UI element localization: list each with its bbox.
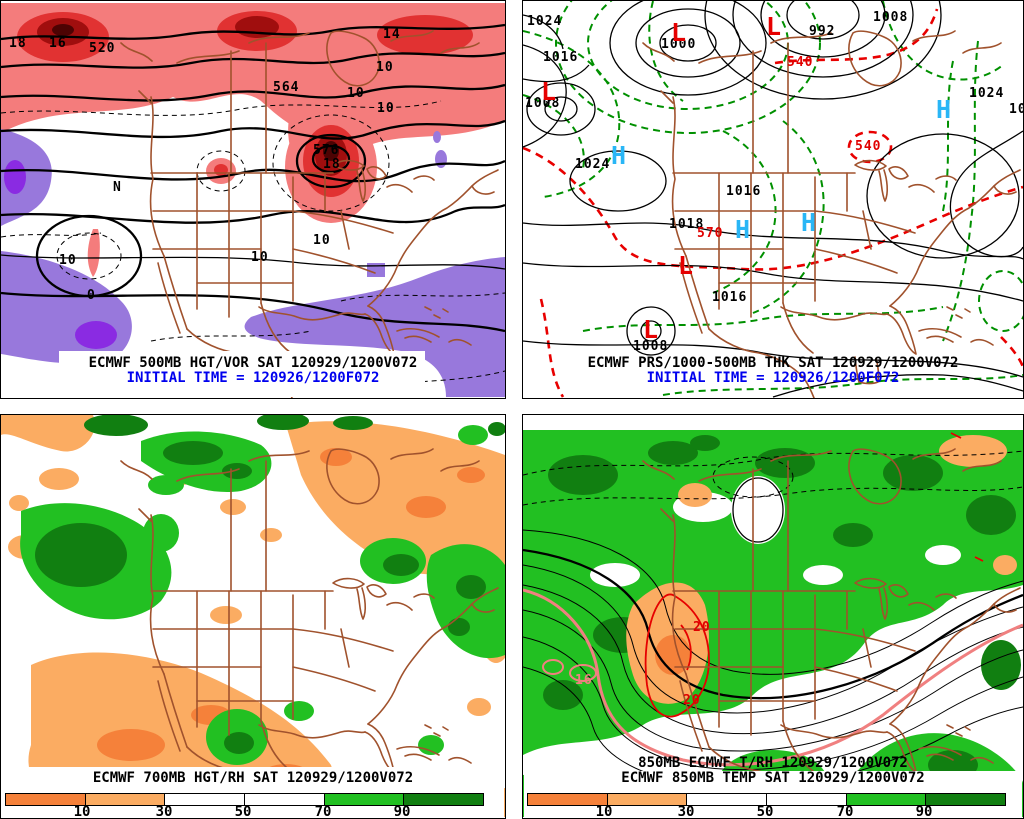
isobar-label: 1016 [712,290,748,305]
contour-label: 18 [9,36,27,51]
colorbar-tick: 70 [314,804,332,819]
colorbar-segment [6,794,86,805]
colorbar-tick: 90 [915,804,933,819]
contour-label: 10 [376,60,394,75]
colorbar-tick: 10 [73,804,91,819]
rh-colorbar [5,793,484,806]
colorbar-tick: 50 [756,804,774,819]
panel-500mb-hgt-vor: 18 16 520 564 14 10 10 10 576 18 N 10 0 … [0,0,506,399]
panel-caption: ECMWF 500MB HGT/VOR SAT 120929/1200V072 [88,355,418,371]
panel-prs-thickness: 1024 1016 1008 1000 992 1008 540 540 102… [522,0,1024,399]
high-pressure-marker: H [611,141,627,170]
isobar-label: 1018 [669,217,705,232]
high-pressure-marker: H [936,95,952,124]
contour-label: 520 [89,41,116,56]
isotherm-label: 20 [693,620,711,635]
initial-time-caption: INITIAL TIME = 120926/1200F072 [126,370,380,386]
contour-label: 10 [313,233,331,248]
colorbar-segment [324,794,405,805]
colorbar-segment [245,794,325,805]
colorbar-segment [846,794,927,805]
colorbar-segment [687,794,768,805]
contour-label: 16 [49,36,67,51]
low-pressure-marker: L [671,18,687,47]
low-pressure-marker: L [766,12,782,41]
isobar-label: 1008 [873,10,909,25]
colorbar-segment [85,794,166,805]
isobar-label: 1008 [525,96,561,111]
panel-caption: ECMWF 850MB TEMP SAT 120929/1200V072 [621,770,925,786]
low-pressure-marker: L [541,77,557,106]
thickness-label: 570 [697,226,724,241]
isobar-label: 1024 [575,157,611,172]
map-prs-thickness [523,1,1023,398]
colorbar-tick: 30 [155,804,173,819]
panel-700mb-hgt-rh: ECMWF 700MB HGT/RH SAT 120929/1200V072 1… [0,414,506,819]
contour-label: 14 [383,27,401,42]
colorbar-tick: 90 [393,804,411,819]
colorbar-segment [404,794,484,805]
contour-label: 576 [313,143,340,158]
isotherm-label: 16 [575,673,593,688]
low-pressure-marker: L [643,315,659,344]
high-pressure-marker: H [801,208,817,237]
isobar-label: 1016 [726,184,762,199]
isobar-label: 10 [1009,102,1023,117]
colorbar-segment [926,794,1006,805]
contour-label: 10 [251,250,269,265]
contour-label: 564 [273,80,300,95]
low-pressure-marker: L [678,251,694,280]
initial-time-caption: INITIAL TIME = 120926/1200F072 [646,370,900,386]
contour-label: 10 [347,86,365,101]
panel-caption: ECMWF 700MB HGT/RH SAT 120929/1200V072 [92,770,414,786]
isobar-label: 1016 [543,50,579,65]
colorbar-tick: 50 [234,804,252,819]
thickness-label: 540 [787,55,814,70]
colorbar-segment [607,794,688,805]
high-pressure-marker: H [735,215,751,244]
contour-label: N [113,180,122,195]
map-700mb-hgt-rh [1,415,505,817]
contour-label: 0 [87,288,96,303]
colorbar-segment [165,794,246,805]
panel-caption: 850MB ECMWF T/RH 120929/1200V072 [638,755,908,771]
colorbar-segment [528,794,608,805]
isotherm-label: 20 [683,693,701,708]
rh-colorbar [527,793,1006,806]
panel-caption: ECMWF PRS/1000-500MB THK SAT 120929/1200… [587,355,959,371]
contour-label: 10 [377,101,395,116]
contour-label: 10 [59,253,77,268]
colorbar-segment [767,794,847,805]
colorbar-tick: 70 [836,804,854,819]
isobar-label: 992 [809,24,836,39]
isobar-label: 1008 [633,339,669,354]
isobar-label: 1024 [969,86,1005,101]
colorbar-tick: 30 [677,804,695,819]
colorbar-tick: 10 [595,804,613,819]
contour-label: 18 [323,157,341,172]
isobar-label: 1024 [527,14,563,29]
panel-850mb-temp-rh: 20 20 16 850MB ECMWF T/RH 120929/1200V07… [522,414,1024,819]
thickness-label: 540 [855,139,882,154]
map-500mb-hgt-vor [1,3,505,398]
isobar-label: 1000 [661,37,697,52]
